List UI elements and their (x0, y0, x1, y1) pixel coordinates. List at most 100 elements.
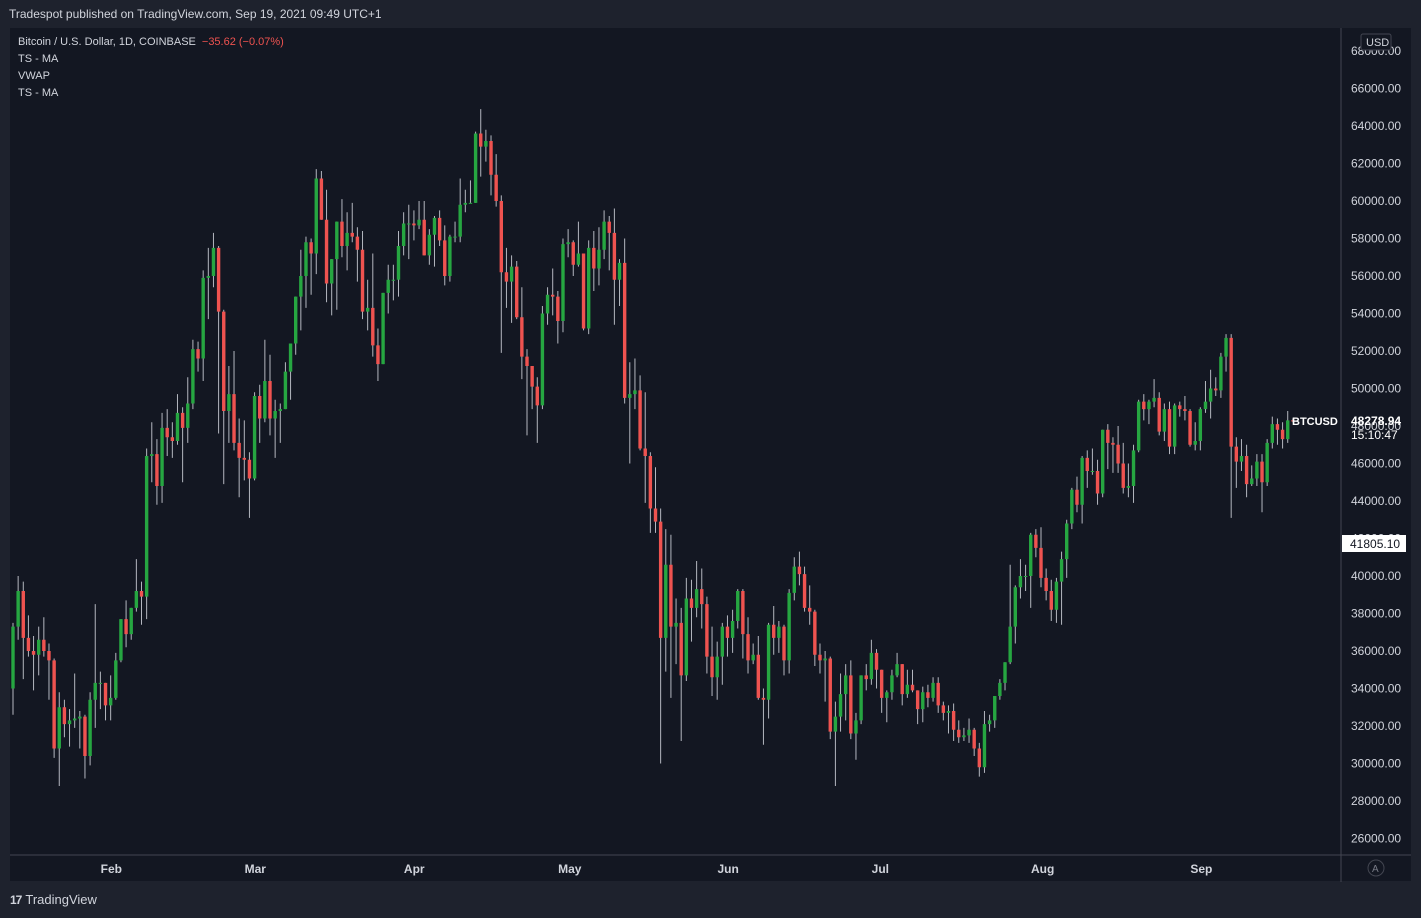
candle-body[interactable] (736, 591, 740, 621)
candle-body[interactable] (484, 141, 488, 147)
candle-body[interactable] (1044, 577, 1048, 591)
candle-body[interactable] (849, 675, 853, 734)
candle-body[interactable] (304, 242, 308, 276)
candle-body[interactable] (525, 356, 529, 366)
candle-body[interactable] (175, 412, 180, 441)
candle-body[interactable] (283, 371, 288, 410)
candle-body[interactable] (47, 651, 51, 661)
candle-body[interactable] (371, 307, 375, 346)
candle-body[interactable] (772, 624, 776, 638)
candle-body[interactable] (885, 692, 889, 698)
candle-body[interactable] (556, 296, 560, 321)
candle-body[interactable] (180, 412, 185, 428)
candle-body[interactable] (11, 626, 15, 689)
candle-body[interactable] (401, 223, 406, 247)
candle-body[interactable] (854, 720, 858, 734)
candle-body[interactable] (427, 234, 432, 256)
candle-body[interactable] (67, 720, 72, 725)
candle-body[interactable] (710, 656, 714, 678)
candle-body[interactable] (201, 277, 205, 359)
candle-body[interactable] (443, 240, 447, 276)
candle-body[interactable] (1080, 457, 1084, 505)
candle-body[interactable] (1291, 420, 1295, 422)
candle-body[interactable] (1208, 388, 1213, 402)
candle-body[interactable] (1023, 576, 1028, 577)
candle-body[interactable] (473, 133, 478, 203)
candle-body[interactable] (1275, 424, 1280, 430)
candle-body[interactable] (808, 607, 812, 612)
candle-body[interactable] (98, 682, 103, 684)
candle-body[interactable] (1157, 397, 1161, 432)
candle-body[interactable] (1229, 337, 1233, 447)
candle-body[interactable] (592, 247, 596, 269)
candle-body[interactable] (196, 349, 200, 359)
candle-body[interactable] (1255, 461, 1259, 479)
candle-body[interactable] (1244, 456, 1249, 485)
candle-body[interactable] (705, 604, 709, 657)
candle-body[interactable] (910, 684, 915, 691)
candle-body[interactable] (1162, 409, 1167, 432)
candle-body[interactable] (499, 201, 503, 273)
candle-body[interactable] (1039, 547, 1043, 578)
candle-body[interactable] (489, 141, 493, 175)
candle-body[interactable] (905, 684, 910, 695)
candle-body[interactable] (1126, 486, 1131, 488)
candle-body[interactable] (391, 279, 396, 281)
candle-body[interactable] (1152, 397, 1156, 402)
candle-body[interactable] (345, 232, 349, 246)
candle-body[interactable] (144, 456, 149, 597)
candle-body[interactable] (653, 508, 658, 522)
candle-body[interactable] (545, 294, 550, 314)
candle-body[interactable] (258, 396, 262, 419)
candle-body[interactable] (206, 276, 211, 278)
candle-body[interactable] (628, 394, 632, 398)
candle-body[interactable] (802, 574, 807, 608)
candle-body[interactable] (242, 457, 246, 460)
candle-body[interactable] (566, 242, 570, 245)
candle-body[interactable] (278, 409, 282, 411)
candle-body[interactable] (962, 735, 966, 738)
candle-body[interactable] (1167, 409, 1172, 447)
candle-body[interactable] (617, 262, 622, 280)
candle-body[interactable] (340, 221, 344, 246)
candle-body[interactable] (843, 675, 848, 695)
candle-body[interactable] (83, 716, 87, 756)
candle-body[interactable] (324, 219, 329, 284)
candle-body[interactable] (921, 692, 925, 710)
candle-body[interactable] (186, 403, 190, 428)
candle-body[interactable] (828, 658, 832, 732)
candle-body[interactable] (21, 591, 25, 638)
candle-body[interactable] (1198, 409, 1203, 441)
candle-body[interactable] (129, 607, 133, 635)
candle-body[interactable] (1100, 429, 1105, 494)
candle-body[interactable] (463, 202, 468, 205)
candle-body[interactable] (1178, 405, 1182, 410)
candle-body[interactable] (586, 247, 591, 329)
candle-body[interactable] (1029, 534, 1033, 576)
candle-body[interactable] (1095, 471, 1100, 494)
candle-body[interactable] (823, 658, 827, 661)
candle-body[interactable] (741, 591, 745, 635)
candle-body[interactable] (468, 202, 473, 204)
candle-body[interactable] (509, 266, 514, 282)
candle-body[interactable] (874, 652, 879, 670)
candle-body[interactable] (139, 591, 144, 597)
candle-body[interactable] (386, 279, 390, 293)
indicator-ts-ma-1[interactable]: TS - MA (18, 53, 59, 65)
candle-body[interactable] (37, 639, 41, 655)
chart-pane[interactable] (10, 28, 1411, 881)
candle-body[interactable] (787, 592, 791, 661)
candle-body[interactable] (1116, 444, 1120, 464)
candle-body[interactable] (602, 221, 606, 250)
candle-body[interactable] (879, 669, 884, 698)
candle-body[interactable] (915, 690, 920, 710)
candle-body[interactable] (319, 178, 324, 220)
candle-body[interactable] (1008, 626, 1012, 663)
candle-body[interactable] (494, 174, 498, 201)
auto-scale-button[interactable] (1367, 859, 1385, 877)
candle-body[interactable] (859, 675, 863, 721)
candle-body[interactable] (72, 718, 77, 721)
candle-body[interactable] (165, 427, 169, 438)
candle-body[interactable] (1142, 401, 1146, 410)
candle-body[interactable] (1265, 442, 1269, 483)
